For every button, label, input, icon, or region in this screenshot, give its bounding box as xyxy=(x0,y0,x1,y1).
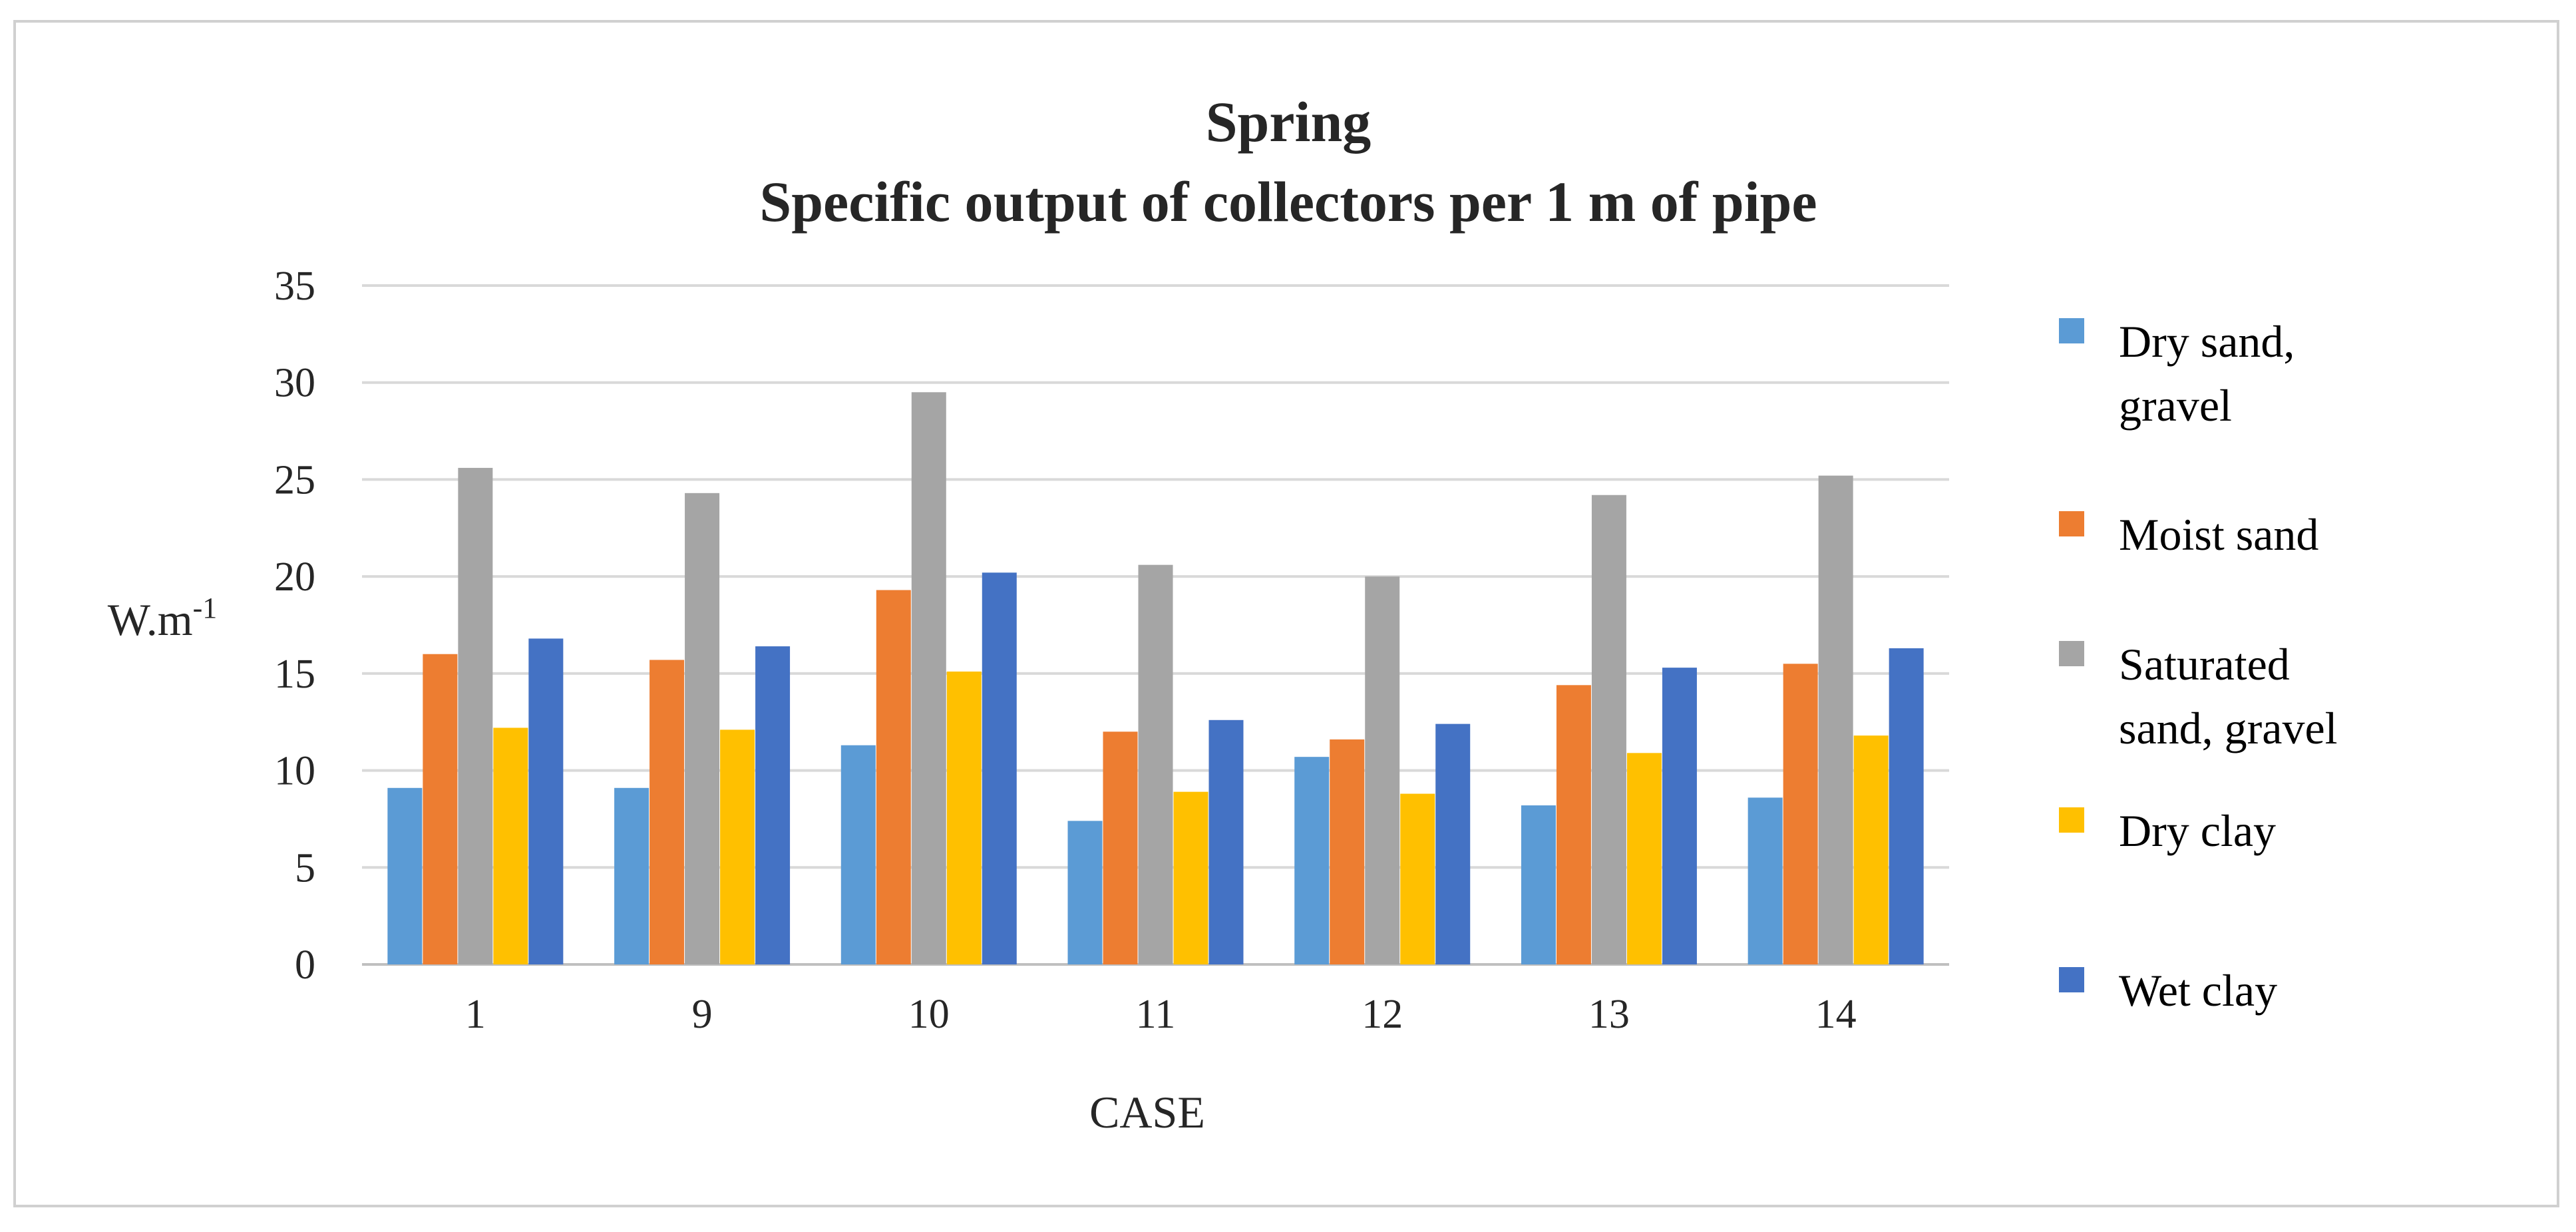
bar xyxy=(755,646,791,964)
bar xyxy=(1294,757,1330,964)
bar xyxy=(982,572,1017,964)
legend-label: gravel xyxy=(2119,380,2232,431)
x-axis-title: CASE xyxy=(1089,1087,1205,1137)
bar xyxy=(1556,685,1591,964)
x-tick-label: 9 xyxy=(692,992,713,1037)
bar xyxy=(1400,793,1435,964)
bar xyxy=(1748,797,1783,964)
y-tick-labels: 0 5 10 15 20 25 30 35 xyxy=(274,264,315,988)
bar-chart: Spring Specific output of collectors per… xyxy=(108,90,2338,1137)
bar xyxy=(528,638,564,964)
bar xyxy=(840,745,876,964)
y-tick-label: 5 xyxy=(295,845,315,891)
bar xyxy=(1067,821,1103,964)
bar xyxy=(387,787,423,964)
legend-label: Moist sand xyxy=(2119,509,2318,560)
bar xyxy=(1662,668,1697,964)
y-tick-label: 20 xyxy=(274,554,315,600)
y-tick-label: 35 xyxy=(274,264,315,309)
legend-label: Saturated xyxy=(2119,639,2290,690)
bar xyxy=(946,671,982,964)
bar xyxy=(1853,735,1889,964)
y-tick-label: 15 xyxy=(274,652,315,697)
bar xyxy=(1365,576,1400,964)
bar xyxy=(458,467,493,964)
legend-swatch xyxy=(2059,318,2084,343)
bar xyxy=(1435,723,1471,964)
legend-label: Dry sand, xyxy=(2119,316,2295,367)
bar xyxy=(1818,475,1853,964)
bar xyxy=(1138,564,1173,964)
y-tick-label: 10 xyxy=(274,749,315,794)
bar xyxy=(423,654,458,964)
bar xyxy=(1889,648,1924,964)
bar xyxy=(493,727,528,964)
bar xyxy=(1783,664,1818,964)
x-tick-label: 1 xyxy=(465,992,486,1037)
bar xyxy=(1330,739,1365,964)
chart-frame: Spring Specific output of collectors per… xyxy=(13,20,2559,1207)
legend-label: Dry clay xyxy=(2119,805,2276,856)
bar xyxy=(1173,791,1208,964)
y-tick-label: 30 xyxy=(274,361,315,406)
bar xyxy=(614,787,649,964)
bar xyxy=(1208,719,1244,964)
chart-title-line-1: Spring xyxy=(1206,90,1372,154)
bar xyxy=(720,729,755,964)
chart-title-line-2: Specific output of collectors per 1 m of… xyxy=(759,170,1817,234)
x-tick-labels: 1 9 10 11 12 13 14 xyxy=(465,992,1857,1037)
bar xyxy=(1626,753,1662,964)
bar xyxy=(1591,495,1626,964)
bar xyxy=(911,392,946,964)
bar xyxy=(649,660,685,964)
y-axis-title: W.m-1 xyxy=(108,592,218,645)
x-tick-label: 12 xyxy=(1362,992,1403,1037)
legend-swatch xyxy=(2059,641,2084,666)
x-tick-label: 11 xyxy=(1136,992,1176,1037)
legend-label: sand, gravel xyxy=(2119,703,2338,753)
legend-swatch xyxy=(2059,511,2084,536)
bar xyxy=(1521,805,1556,964)
y-axis-title-superscript: -1 xyxy=(193,592,218,624)
legend-label: Wet clay xyxy=(2119,965,2277,1016)
x-tick-label: 10 xyxy=(908,992,950,1037)
y-axis-title-base: W.m xyxy=(108,594,193,645)
bar xyxy=(685,493,720,964)
legend-swatch xyxy=(2059,967,2084,992)
bar xyxy=(1103,731,1138,964)
legend-swatch xyxy=(2059,807,2084,833)
y-tick-label: 25 xyxy=(274,457,315,503)
x-tick-label: 13 xyxy=(1588,992,1630,1037)
bar xyxy=(876,590,911,964)
bars xyxy=(387,392,1924,964)
y-tick-label: 0 xyxy=(295,942,315,988)
legend: Dry sand, gravel Moist sand Saturated sand, … xyxy=(2059,316,2338,1016)
x-tick-label: 14 xyxy=(1815,992,1857,1037)
